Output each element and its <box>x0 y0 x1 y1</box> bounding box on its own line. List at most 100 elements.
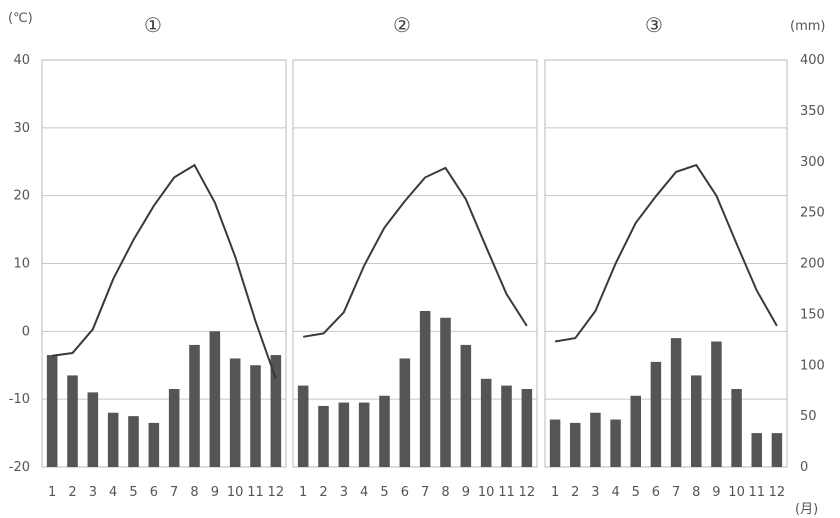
precipitation-bar <box>501 385 512 467</box>
month-label: 1 <box>551 485 559 500</box>
left-tick-label: -10 <box>9 392 30 407</box>
month-label: 8 <box>692 485 700 500</box>
precipitation-bar <box>128 416 139 467</box>
left-axis-unit: (℃) <box>8 11 33 26</box>
panel-2-title: ② <box>393 13 411 37</box>
right-axis: 400 350 300 250 200 150 100 50 0 <box>800 53 825 475</box>
month-label: 11 <box>498 485 515 500</box>
month-label: 6 <box>401 485 409 500</box>
panel-3: 1 2 3 4 5 6 7 8 9 10 11 12 <box>544 59 788 500</box>
precipitation-bar <box>650 361 662 467</box>
left-tick-label: 40 <box>13 53 30 68</box>
precipitation-bar <box>209 331 221 467</box>
precipitation-bar <box>711 341 722 467</box>
precipitation-bar <box>189 344 200 467</box>
month-label: 12 <box>519 485 536 500</box>
precipitation-bar <box>521 388 533 467</box>
precipitation-bar <box>440 317 451 467</box>
month-label: 9 <box>211 485 219 500</box>
month-label: 4 <box>109 485 117 500</box>
month-label: 11 <box>247 485 264 500</box>
month-label: 3 <box>340 485 348 500</box>
month-label: 12 <box>268 485 285 500</box>
panel-1: 1 2 3 4 5 6 7 8 9 10 11 12 <box>41 59 287 500</box>
precipitation-bar <box>379 395 390 467</box>
month-label: 5 <box>380 485 388 500</box>
right-tick-label: 100 <box>800 358 825 373</box>
month-label: 9 <box>462 485 470 500</box>
month-label: 2 <box>68 485 76 500</box>
precipitation-bar <box>168 388 180 467</box>
month-label: 6 <box>150 485 158 500</box>
right-tick-label: 400 <box>800 53 825 68</box>
precipitation-bar <box>670 338 682 467</box>
panel-1-title: ① <box>144 13 162 37</box>
right-tick-label: 350 <box>800 104 825 119</box>
panel-2: 1 2 3 4 5 6 7 8 9 10 11 12 <box>292 59 538 500</box>
month-label: 4 <box>360 485 368 500</box>
month-label: 2 <box>319 485 327 500</box>
temperature-line <box>52 163 277 380</box>
panel-frame <box>41 59 287 468</box>
precipitation-bar <box>771 433 783 467</box>
month-label: 1 <box>48 485 56 500</box>
month-label: 5 <box>632 485 640 500</box>
precipitation-bar <box>67 375 78 467</box>
month-label: 8 <box>441 485 449 500</box>
month-label: 7 <box>170 485 178 500</box>
month-label: 2 <box>571 485 579 500</box>
panels: 1 2 3 4 5 6 7 8 9 10 11 12 1 2 3 4 5 6 7 8 9 10 11 12 1 2 3 4 5 6 7 8 9 1… <box>41 59 788 500</box>
month-label: 3 <box>89 485 97 500</box>
month-label: 12 <box>769 485 786 500</box>
precipitation-bar <box>610 419 621 467</box>
month-label: 7 <box>672 485 680 500</box>
precipitation-bar <box>358 402 370 467</box>
precipitation-bar <box>399 358 411 467</box>
precipitation-bar <box>229 358 241 467</box>
panel-frame <box>292 59 538 468</box>
precipitation-bar <box>338 402 350 467</box>
month-label: 8 <box>190 485 198 500</box>
right-tick-label: 0 <box>800 460 808 475</box>
month-label: 6 <box>652 485 660 500</box>
precipitation-bar <box>570 422 581 467</box>
precipitation-bar <box>46 355 58 467</box>
precipitation-bar <box>107 412 119 467</box>
precipitation-bar <box>318 405 329 467</box>
left-tick-label: 10 <box>13 257 30 272</box>
right-tick-label: 150 <box>800 307 825 322</box>
right-tick-label: 200 <box>800 257 825 272</box>
precipitation-bar <box>691 375 702 467</box>
panel-3-title: ③ <box>645 13 663 37</box>
month-label: 10 <box>728 485 745 500</box>
precipitation-bar <box>297 385 309 467</box>
right-tick-label: 250 <box>800 206 825 221</box>
month-label: 3 <box>591 485 599 500</box>
precipitation-bar <box>630 395 641 467</box>
precipitation-bar <box>460 344 472 467</box>
precipitation-bar <box>87 392 99 467</box>
grid <box>42 59 787 468</box>
right-tick-label: 300 <box>800 155 825 170</box>
month-label: 4 <box>611 485 619 500</box>
left-tick-label: -20 <box>9 460 30 475</box>
precipitation-bar <box>549 419 561 467</box>
month-label: 10 <box>478 485 495 500</box>
month-label: 10 <box>227 485 244 500</box>
left-axis: 40 30 20 10 0 -10 -20 <box>9 53 30 475</box>
precipitation-bar <box>270 355 282 467</box>
left-tick-label: 0 <box>22 324 30 339</box>
month-label: 11 <box>748 485 765 500</box>
panel-frame <box>544 59 788 468</box>
month-axis-unit: (月) <box>795 502 818 517</box>
temperature-line <box>303 166 528 338</box>
right-tick-label: 50 <box>800 409 817 424</box>
precipitation-bar <box>148 422 160 467</box>
precipitation-bar <box>419 310 431 467</box>
month-label: 5 <box>129 485 137 500</box>
precipitation-bar <box>250 365 261 467</box>
precipitation-bar <box>751 433 762 467</box>
temperature-line <box>554 163 778 343</box>
left-tick-label: 30 <box>13 121 30 136</box>
